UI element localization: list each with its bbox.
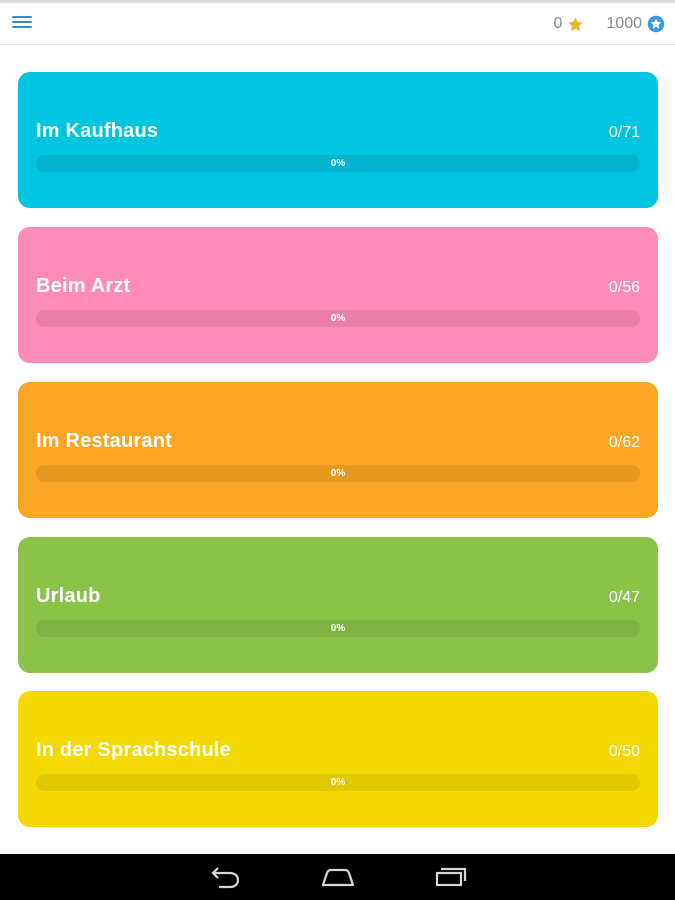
lesson-progress-label: 0% bbox=[330, 158, 346, 169]
user-stats: 0 1000 bbox=[554, 3, 666, 45]
lesson-progress-bar: 0% bbox=[36, 620, 640, 637]
recent-apps-button[interactable] bbox=[431, 862, 471, 892]
menu-icon[interactable] bbox=[12, 14, 32, 31]
lesson-progress-label: 0% bbox=[330, 468, 346, 479]
lesson-title: Beim Arzt bbox=[36, 275, 131, 297]
star-icon bbox=[568, 16, 584, 31]
system-nav-bar bbox=[0, 854, 675, 900]
lesson-count: 0/47 bbox=[608, 589, 640, 606]
lesson-progress-bar: 0% bbox=[36, 155, 640, 172]
lesson-progress-bar: 0% bbox=[36, 310, 640, 327]
lesson-count: 0/50 bbox=[608, 743, 640, 760]
lesson-count: 0/71 bbox=[608, 124, 640, 141]
back-icon bbox=[211, 867, 240, 889]
lesson-title: Im Kaufhaus bbox=[36, 120, 159, 142]
lesson-title: Urlaub bbox=[36, 585, 101, 607]
home-icon bbox=[321, 868, 355, 887]
menu-icon-bar bbox=[12, 21, 32, 23]
lesson-card-urlaub[interactable]: Urlaub 0/47 0% bbox=[18, 537, 658, 673]
coins-count: 1000 bbox=[606, 15, 642, 32]
stars-stat: 0 bbox=[554, 15, 585, 33]
coins-stat: 1000 bbox=[606, 15, 665, 33]
lesson-title: Im Restaurant bbox=[36, 430, 172, 452]
menu-icon-bar bbox=[12, 16, 32, 18]
coin-icon bbox=[647, 15, 665, 33]
lesson-count: 0/62 bbox=[608, 434, 640, 451]
app-bar: 0 1000 bbox=[0, 3, 675, 45]
recent-apps-icon bbox=[435, 867, 467, 887]
back-button[interactable] bbox=[205, 862, 245, 892]
lesson-card-im-restaurant[interactable]: Im Restaurant 0/62 0% bbox=[18, 382, 658, 518]
lesson-progress-label: 0% bbox=[330, 313, 346, 324]
lesson-card-beim-arzt[interactable]: Beim Arzt 0/56 0% bbox=[18, 227, 658, 363]
home-button[interactable] bbox=[318, 862, 358, 892]
status-strip bbox=[0, 0, 675, 3]
lesson-card-im-kaufhaus[interactable]: Im Kaufhaus 0/71 0% bbox=[18, 72, 658, 208]
menu-icon-bar bbox=[12, 26, 32, 28]
lesson-card-in-der-sprachschule[interactable]: In der Sprachschule 0/50 0% bbox=[18, 691, 658, 827]
stars-count: 0 bbox=[553, 15, 563, 32]
lesson-count: 0/56 bbox=[608, 279, 640, 296]
lesson-progress-bar: 0% bbox=[36, 465, 640, 482]
lesson-progress-bar: 0% bbox=[36, 774, 640, 791]
lesson-title: In der Sprachschule bbox=[36, 739, 231, 761]
lesson-progress-label: 0% bbox=[330, 623, 346, 634]
lesson-progress-label: 0% bbox=[330, 777, 346, 788]
lesson-list: Im Kaufhaus 0/71 0% Beim Arzt 0/56 0% Im… bbox=[0, 46, 675, 854]
